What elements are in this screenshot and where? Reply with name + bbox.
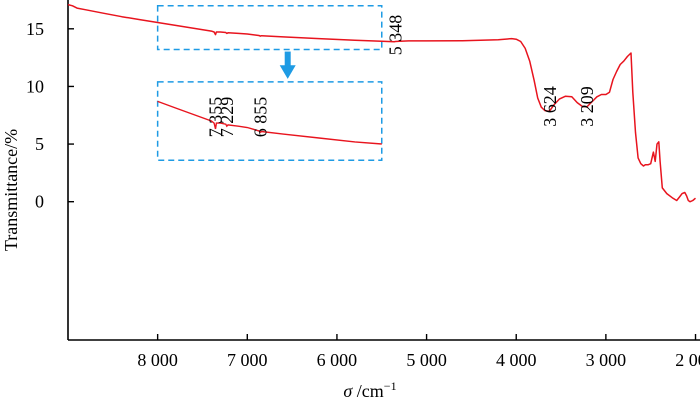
- zoom-inset: [156, 5, 383, 161]
- x-axis-title: σ /cm−1: [343, 379, 396, 401]
- y-tick-label: 0: [35, 192, 44, 212]
- x-tick-label: 2 000: [675, 350, 700, 370]
- transmittance-series-line: [67, 3, 696, 203]
- peak-label: 5 348: [385, 15, 405, 56]
- x-tick-label: 8 000: [137, 350, 178, 370]
- y-axis-title: Transmittance/%: [1, 129, 21, 251]
- zoom-inset-series-line: [157, 100, 382, 145]
- zoom-inset-box: [156, 81, 383, 161]
- peak-label: 7 355: [206, 97, 226, 138]
- peak-label: 7 229: [217, 97, 237, 138]
- zoom-arrow-shaft: [284, 51, 291, 67]
- x-tick-label: 4 000: [496, 350, 537, 370]
- peak-label: 3 624: [540, 86, 560, 127]
- y-ticks: 0 5 10 15: [26, 19, 74, 212]
- axes: [67, 0, 700, 341]
- y-tick-label: 10: [26, 76, 44, 96]
- x-ticks: 8 000 7 000 6 000 5 000 4 000 3 000 2 000: [137, 334, 700, 370]
- x-tick-label: 7 000: [227, 350, 268, 370]
- y-tick-label: 5: [35, 134, 44, 154]
- series-layer: [67, 3, 696, 203]
- zoom-source-box: [156, 5, 383, 51]
- y-tick-label: 15: [26, 19, 44, 39]
- x-tick-label: 3 000: [586, 350, 627, 370]
- x-axis-variable: σ: [343, 381, 353, 401]
- peak-label: 6 855: [250, 97, 270, 138]
- x-axis-unit-exponent: −1: [384, 379, 397, 393]
- x-tick-label: 5 000: [406, 350, 447, 370]
- x-tick-label: 6 000: [317, 350, 358, 370]
- zoom-arrow-icon: [279, 65, 296, 79]
- peak-label: 3 209: [577, 86, 597, 127]
- x-axis-unit: /cm: [352, 381, 384, 401]
